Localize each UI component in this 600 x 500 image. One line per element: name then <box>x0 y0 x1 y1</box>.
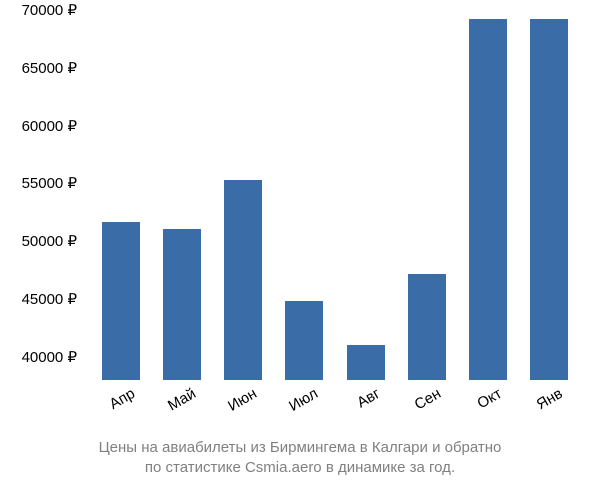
plot-area <box>90 10 580 380</box>
bar <box>408 274 446 380</box>
bar <box>102 222 140 380</box>
bar-chart <box>90 10 580 380</box>
x-tick-label: Апр <box>106 385 137 413</box>
bar <box>285 301 323 380</box>
x-tick-label: Авг <box>354 385 383 411</box>
x-tick-label: Сен <box>412 385 444 413</box>
caption-line-2: по статистике Csmia.aero в динамике за г… <box>145 459 455 476</box>
bar <box>224 180 262 380</box>
bar <box>163 229 201 380</box>
y-tick-label: 40000 ₽ <box>22 348 77 366</box>
chart-caption: Цены на авиабилеты из Бирмингема в Калга… <box>0 438 600 479</box>
y-tick-label: 50000 ₽ <box>22 232 77 250</box>
x-tick-label: Июл <box>286 385 321 415</box>
x-tick-label: Июн <box>225 385 260 415</box>
bar <box>530 19 568 380</box>
x-tick-label: Окт <box>475 385 505 412</box>
y-tick-label: 45000 ₽ <box>22 290 77 308</box>
y-tick-label: 60000 ₽ <box>22 117 77 135</box>
bar <box>469 19 507 380</box>
bar <box>347 345 385 380</box>
x-tick-label: Май <box>165 385 199 414</box>
caption-line-1: Цены на авиабилеты из Бирмингема в Калга… <box>99 439 502 456</box>
x-tick-label: Янв <box>534 385 566 413</box>
y-tick-label: 70000 ₽ <box>22 1 77 19</box>
x-axis: Апр Май Июн Июл Авг Сен Окт Янв <box>90 385 580 435</box>
y-tick-label: 65000 ₽ <box>22 59 77 77</box>
y-tick-label: 55000 ₽ <box>22 174 77 192</box>
y-axis: 40000 ₽ 45000 ₽ 50000 ₽ 55000 ₽ 60000 ₽ 65000… <box>0 10 85 380</box>
